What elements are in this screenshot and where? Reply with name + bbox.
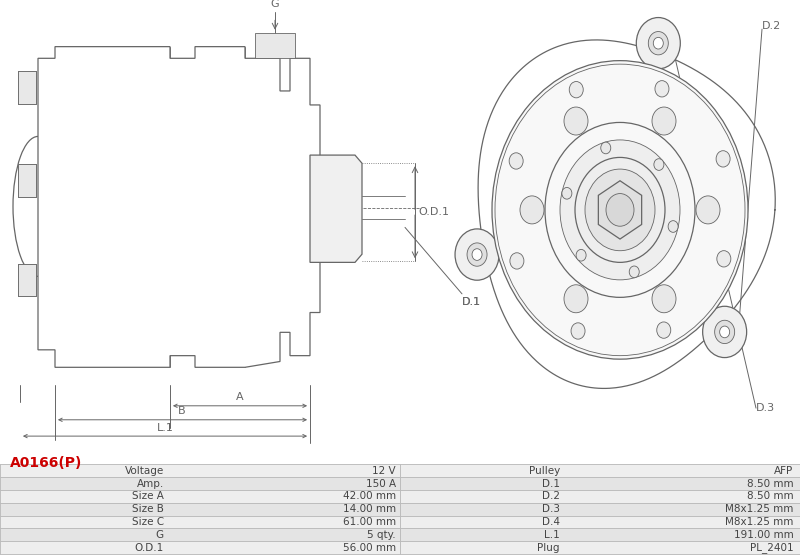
Circle shape bbox=[560, 140, 680, 280]
Text: Pulley: Pulley bbox=[529, 466, 560, 475]
Circle shape bbox=[492, 61, 748, 359]
Text: D.3: D.3 bbox=[756, 403, 775, 413]
Circle shape bbox=[585, 169, 655, 251]
Circle shape bbox=[652, 285, 676, 312]
Polygon shape bbox=[18, 71, 36, 104]
Circle shape bbox=[636, 17, 680, 69]
Circle shape bbox=[472, 249, 482, 261]
Text: 8.50 mm: 8.50 mm bbox=[747, 479, 794, 488]
Text: M8x1.25 mm: M8x1.25 mm bbox=[726, 504, 794, 514]
Text: A: A bbox=[236, 392, 244, 402]
Text: 150 A: 150 A bbox=[366, 479, 396, 488]
Circle shape bbox=[564, 285, 588, 312]
Text: D.2: D.2 bbox=[762, 21, 782, 31]
Text: G: G bbox=[270, 0, 279, 9]
Text: D.4: D.4 bbox=[542, 517, 560, 527]
Text: M8x1.25 mm: M8x1.25 mm bbox=[726, 517, 794, 527]
Text: Voltage: Voltage bbox=[125, 466, 164, 475]
Text: Plug: Plug bbox=[538, 543, 560, 552]
Text: O.D.1: O.D.1 bbox=[418, 207, 449, 217]
Circle shape bbox=[570, 81, 583, 98]
Text: O.D.1: O.D.1 bbox=[134, 543, 164, 552]
Text: 5 qty.: 5 qty. bbox=[367, 530, 396, 540]
Circle shape bbox=[576, 249, 586, 261]
Text: Size C: Size C bbox=[132, 517, 164, 527]
Circle shape bbox=[717, 251, 731, 267]
Circle shape bbox=[702, 306, 746, 358]
Polygon shape bbox=[255, 33, 295, 58]
Text: Amp.: Amp. bbox=[137, 479, 164, 488]
Text: D.1: D.1 bbox=[462, 297, 481, 307]
Circle shape bbox=[562, 187, 572, 199]
Circle shape bbox=[564, 107, 588, 135]
Text: D.1: D.1 bbox=[542, 479, 560, 488]
Polygon shape bbox=[598, 181, 642, 239]
Circle shape bbox=[657, 322, 670, 338]
Circle shape bbox=[630, 266, 639, 278]
Text: 191.00 mm: 191.00 mm bbox=[734, 530, 794, 540]
Text: 56.00 mm: 56.00 mm bbox=[343, 543, 396, 552]
Circle shape bbox=[601, 142, 610, 154]
Text: 14.00 mm: 14.00 mm bbox=[343, 504, 396, 514]
Text: Size A: Size A bbox=[132, 492, 164, 501]
Circle shape bbox=[652, 107, 676, 135]
Text: D.1: D.1 bbox=[462, 297, 481, 307]
Polygon shape bbox=[38, 47, 320, 367]
Circle shape bbox=[716, 151, 730, 167]
Text: L.1: L.1 bbox=[157, 422, 174, 432]
Circle shape bbox=[520, 196, 544, 224]
Text: D.2: D.2 bbox=[542, 492, 560, 501]
Text: 61.00 mm: 61.00 mm bbox=[343, 517, 396, 527]
Polygon shape bbox=[310, 155, 362, 262]
Circle shape bbox=[714, 320, 734, 344]
Circle shape bbox=[668, 220, 678, 232]
Circle shape bbox=[455, 229, 499, 280]
Text: A0166(P): A0166(P) bbox=[10, 456, 82, 470]
Text: D.3: D.3 bbox=[542, 504, 560, 514]
Circle shape bbox=[655, 81, 669, 97]
Text: 42.00 mm: 42.00 mm bbox=[343, 492, 396, 501]
Text: 8.50 mm: 8.50 mm bbox=[747, 492, 794, 501]
Text: G: G bbox=[156, 530, 164, 540]
Circle shape bbox=[571, 323, 585, 339]
Circle shape bbox=[654, 158, 664, 170]
Circle shape bbox=[606, 194, 634, 226]
Text: AFP: AFP bbox=[774, 466, 794, 475]
Polygon shape bbox=[18, 263, 36, 296]
Text: B: B bbox=[178, 406, 186, 416]
Circle shape bbox=[720, 326, 730, 338]
Circle shape bbox=[654, 37, 663, 49]
Text: Size B: Size B bbox=[132, 504, 164, 514]
Circle shape bbox=[510, 253, 524, 269]
Circle shape bbox=[509, 153, 523, 169]
Text: PL_2401: PL_2401 bbox=[750, 542, 794, 553]
Text: 12 V: 12 V bbox=[372, 466, 396, 475]
Polygon shape bbox=[18, 165, 36, 197]
Text: L.1: L.1 bbox=[544, 530, 560, 540]
Circle shape bbox=[696, 196, 720, 224]
Circle shape bbox=[467, 243, 487, 266]
Circle shape bbox=[648, 32, 668, 55]
